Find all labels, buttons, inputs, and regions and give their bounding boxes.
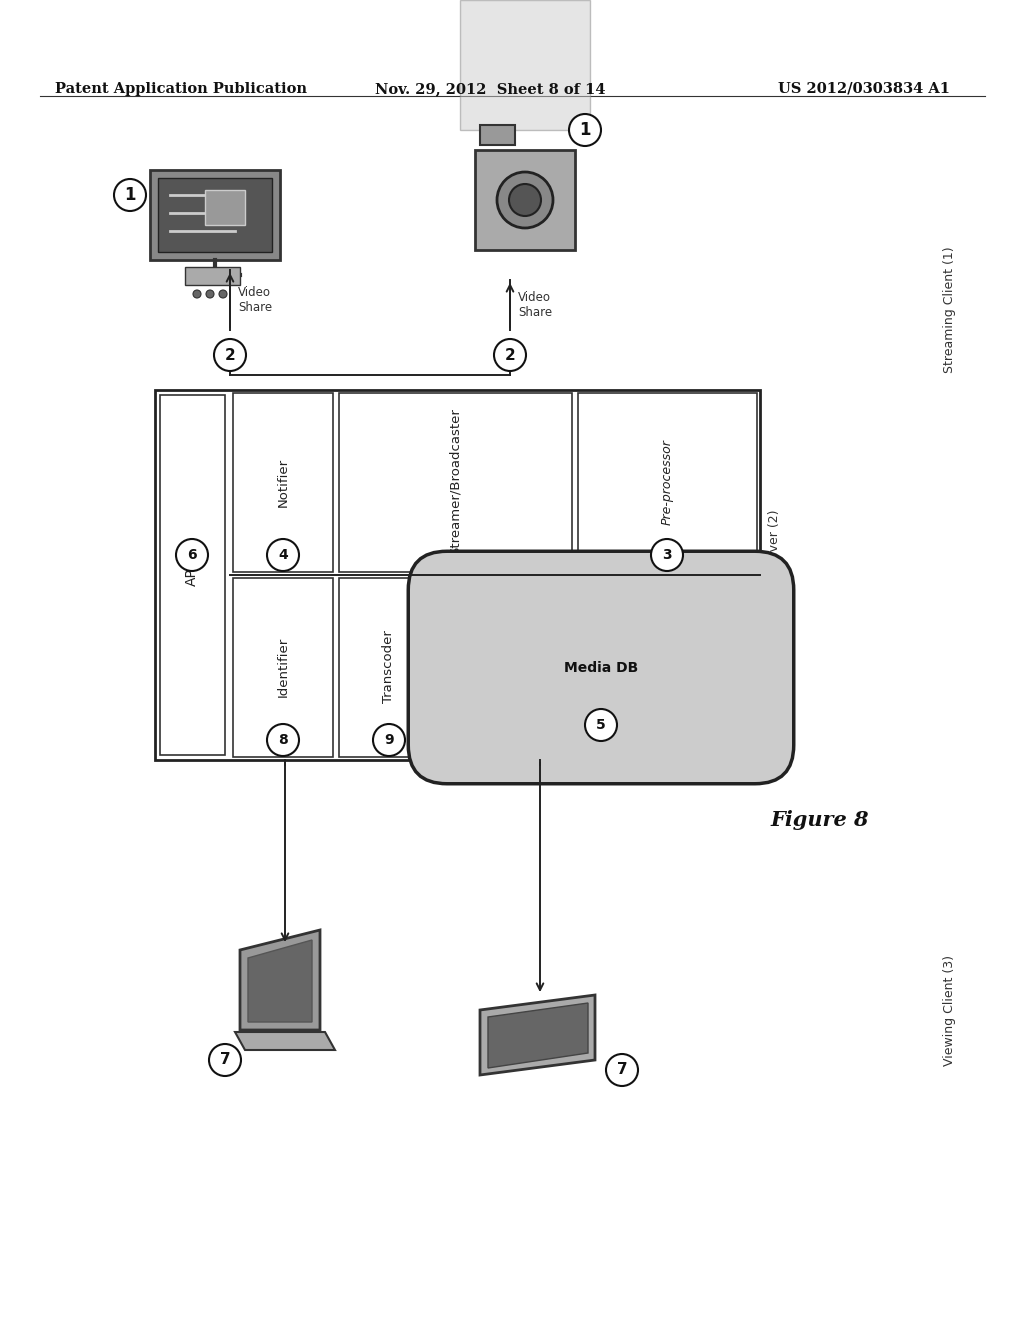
- Circle shape: [497, 172, 553, 228]
- Text: Identifier: Identifier: [276, 636, 290, 697]
- Polygon shape: [234, 1032, 335, 1049]
- Text: 6: 6: [187, 548, 197, 562]
- Ellipse shape: [267, 723, 299, 756]
- Bar: [158, 178, 272, 252]
- Polygon shape: [480, 995, 595, 1074]
- Polygon shape: [240, 931, 319, 1030]
- Circle shape: [509, 183, 541, 216]
- Bar: [339, 578, 439, 756]
- Ellipse shape: [267, 539, 299, 572]
- Ellipse shape: [114, 180, 146, 211]
- Ellipse shape: [606, 1053, 638, 1086]
- Text: 2: 2: [224, 347, 236, 363]
- Text: Streaming Client (1): Streaming Client (1): [943, 247, 956, 374]
- Ellipse shape: [373, 723, 406, 756]
- Text: Nov. 29, 2012  Sheet 8 of 14: Nov. 29, 2012 Sheet 8 of 14: [375, 82, 605, 96]
- Text: Video
Share: Video Share: [518, 290, 552, 319]
- Circle shape: [219, 290, 227, 298]
- Text: 4: 4: [279, 548, 288, 562]
- Text: Media DB: Media DB: [564, 660, 638, 675]
- Bar: [155, 389, 760, 760]
- Circle shape: [193, 290, 201, 298]
- Text: 2: 2: [505, 347, 515, 363]
- Bar: [150, 170, 280, 260]
- Text: 8: 8: [279, 733, 288, 747]
- FancyBboxPatch shape: [409, 552, 794, 784]
- Text: 1: 1: [580, 121, 591, 139]
- Text: Patent Application Publication: Patent Application Publication: [55, 82, 307, 96]
- Bar: [460, 0, 590, 129]
- Text: Pre-processor: Pre-processor: [660, 440, 674, 525]
- Text: Video
Share: Video Share: [238, 286, 272, 314]
- Text: Figure 8: Figure 8: [771, 810, 869, 830]
- Ellipse shape: [214, 339, 246, 371]
- Bar: [160, 395, 225, 755]
- Bar: [185, 267, 240, 285]
- Text: 7: 7: [616, 1063, 628, 1077]
- Bar: [205, 190, 245, 224]
- Text: 9: 9: [384, 733, 394, 747]
- Ellipse shape: [494, 339, 526, 371]
- Text: Notifier: Notifier: [276, 458, 290, 507]
- Text: Viewing Client (3): Viewing Client (3): [943, 954, 956, 1065]
- Polygon shape: [488, 1003, 588, 1068]
- Text: 1: 1: [124, 186, 136, 205]
- Ellipse shape: [651, 539, 683, 572]
- Text: 7: 7: [220, 1052, 230, 1068]
- Text: Streaming Server (2): Streaming Server (2): [768, 510, 781, 640]
- Bar: [578, 393, 757, 572]
- Ellipse shape: [176, 539, 208, 572]
- Text: Streamer/Broadcaster: Streamer/Broadcaster: [449, 409, 462, 556]
- Ellipse shape: [569, 114, 601, 147]
- Ellipse shape: [209, 1044, 241, 1076]
- Text: API: API: [185, 564, 199, 586]
- Text: 3: 3: [663, 548, 672, 562]
- Text: Transcoder: Transcoder: [383, 631, 395, 704]
- Bar: [339, 393, 571, 572]
- Bar: [233, 393, 333, 572]
- Polygon shape: [475, 150, 575, 249]
- Polygon shape: [248, 940, 312, 1022]
- Circle shape: [206, 290, 214, 298]
- Text: US 2012/0303834 A1: US 2012/0303834 A1: [778, 82, 950, 96]
- Bar: [233, 578, 333, 756]
- Bar: [480, 125, 515, 145]
- Text: 5: 5: [596, 718, 606, 733]
- Ellipse shape: [585, 709, 617, 741]
